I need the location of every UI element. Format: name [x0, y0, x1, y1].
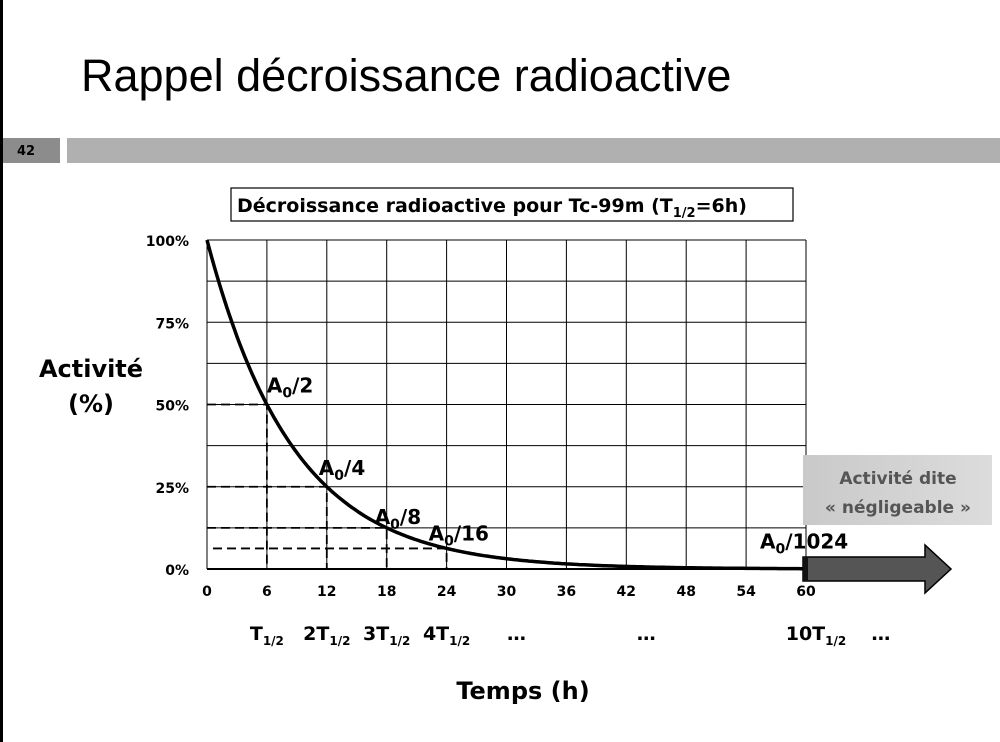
period-label: 2T1/2 [303, 623, 350, 648]
y-axis-label-unit: (%) [68, 390, 114, 418]
x-tick-label: 24 [437, 584, 457, 600]
x-tick-label: 0 [202, 584, 212, 600]
annotation-label: A0/8 [375, 505, 421, 533]
period-label: T1/2 [250, 623, 284, 648]
x-tick-label: 54 [736, 584, 756, 600]
negligible-line2: « négligeable » [825, 498, 971, 518]
x-tick-label: 36 [557, 584, 576, 600]
header-bar [67, 138, 1000, 163]
annotation-label: A0/4 [319, 456, 365, 484]
chart-title-sub: 1/2 [673, 206, 696, 221]
period-label: … [637, 623, 656, 645]
svg-text:Décroissance radioactive pour: Décroissance radioactive pour Tc-99m (T1… [237, 195, 747, 221]
period-label: 4T1/2 [423, 623, 470, 648]
x-tick-label: 6 [262, 584, 272, 600]
chart-title-end: =6h) [696, 195, 747, 217]
arrow-icon [802, 543, 953, 595]
chart-title-box: Décroissance radioactive pour Tc-99m (T1… [230, 187, 794, 222]
y-tick-label: 75% [155, 316, 189, 332]
x-tick-label: 42 [617, 584, 636, 600]
x-tick-label: 18 [377, 584, 396, 600]
period-labels: T1/2 2T1/2 3T1/2 4T1/2 … … 10T1/2 … [250, 623, 891, 648]
y-tick-label: 0% [165, 563, 189, 579]
slide-title: Rappel décroissance radioactive [81, 50, 732, 101]
guide-line [207, 526, 388, 569]
x-tick-label: 12 [317, 584, 336, 600]
decay-curve [205, 239, 806, 571]
tick-labels: 0 6 12 18 24 30 36 42 48 54 60 0% 25% 50% 75% 100% [146, 234, 816, 600]
y-axis-label: Activité [39, 355, 143, 383]
x-tick-label: 48 [676, 584, 695, 600]
annotation-label: A0/1024 [760, 530, 848, 558]
period-label: 3T1/2 [363, 623, 410, 648]
negligible-line1: Activité dite [839, 469, 956, 489]
annotations: A0/2 A0/4 A0/8 A0/16 A0/1024 [267, 374, 848, 558]
chart-title: Décroissance radioactive pour Tc-99m (T [237, 195, 673, 217]
annotation-label: A0/2 [267, 374, 313, 402]
x-tick-label: 30 [497, 584, 517, 600]
y-tick-label: 25% [155, 481, 189, 497]
period-label: 10T1/2 [786, 623, 847, 648]
x-axis-label: Temps (h) [456, 677, 589, 705]
decay-chart: 0 6 12 18 24 30 36 42 48 54 60 0% 25% 50% 75% 100% A0/2… [39, 187, 992, 705]
y-tick-label: 50% [155, 399, 189, 415]
y-tick-label: 100% [146, 234, 189, 250]
slide-number: 42 [3, 138, 60, 163]
period-label: … [507, 623, 526, 645]
x-tick-label: 60 [796, 584, 816, 600]
annotation-label: A0/16 [429, 521, 489, 549]
grid [206, 239, 807, 570]
guide-line [213, 547, 448, 569]
negligible-box: Activité dite « négligeable » [803, 455, 992, 525]
period-label: … [871, 623, 890, 645]
arrow-start-mark [803, 557, 808, 581]
